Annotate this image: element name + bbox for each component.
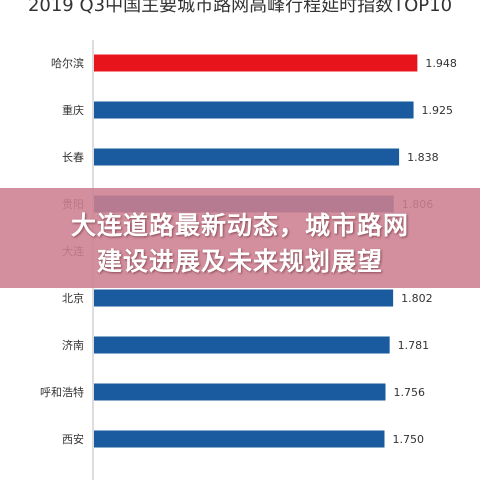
bar	[94, 101, 414, 119]
value-label: 1.756	[393, 386, 425, 399]
bar	[94, 289, 394, 307]
value-label: 1.781	[398, 339, 430, 352]
bars-layer: 哈尔滨1.948重庆1.925长春1.838贵阳1.806大连北京1.802济南…	[40, 54, 457, 480]
chart-title: 2019 Q3中国主要城市路网高峰行程延时指数TOP10	[27, 0, 453, 16]
category-label: 北京	[62, 291, 84, 305]
category-label: 哈尔滨	[51, 56, 84, 70]
category-label: 西安	[62, 432, 84, 446]
bar	[94, 336, 390, 354]
headline-banner: 大连道路最新动态，城市路网 建设进展及未来规划展望	[0, 188, 480, 288]
category-label: 长春	[62, 151, 84, 164]
category-label: 呼和浩特	[40, 385, 84, 399]
headline-line-2: 建设进展及未来规划展望	[96, 247, 383, 276]
value-label: 1.838	[407, 151, 439, 164]
headline-line-1: 大连道路最新动态，城市路网	[70, 211, 409, 240]
value-label: 1.802	[401, 292, 433, 305]
bar	[94, 383, 386, 401]
bar	[94, 148, 400, 166]
value-label: 1.925	[422, 104, 454, 117]
bar	[94, 430, 385, 448]
value-label: 1.750	[393, 433, 425, 446]
bar	[94, 54, 418, 72]
category-label: 济南	[62, 338, 84, 352]
value-label: 1.948	[425, 57, 457, 70]
category-label: 重庆	[62, 103, 84, 117]
